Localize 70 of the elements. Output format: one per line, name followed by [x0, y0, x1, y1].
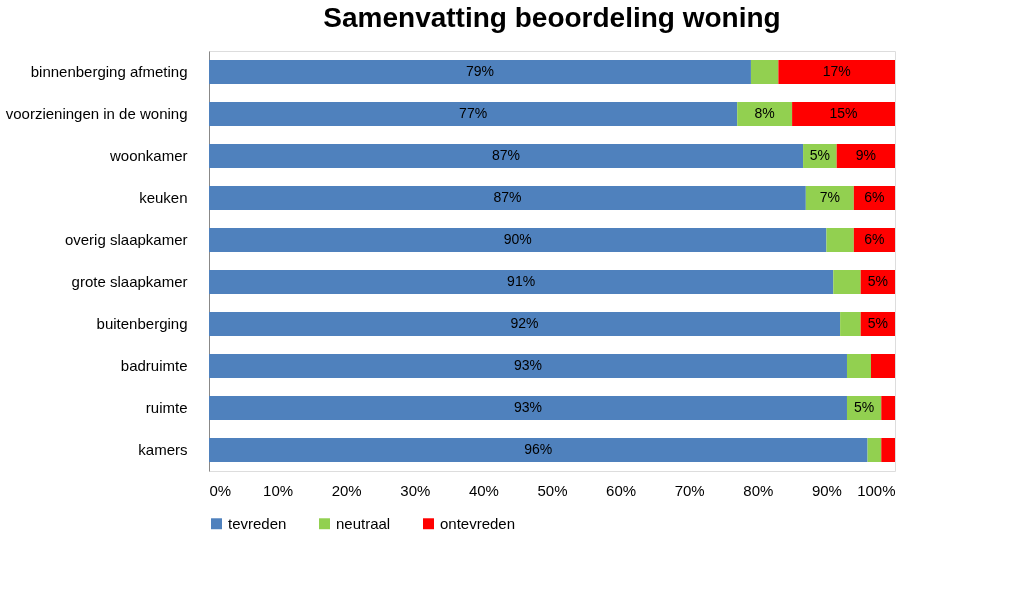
bar: [209, 60, 751, 84]
y-tick-label: buitenberging: [96, 315, 188, 332]
bar: [846, 354, 871, 378]
y-tick-label: grote slaapkamer: [71, 273, 188, 290]
data-label: 79%: [465, 63, 494, 79]
y-tick-label: badruimte: [120, 357, 188, 374]
x-tick-label: 50%: [537, 481, 568, 499]
bar: [209, 312, 841, 336]
data-label: 90%: [503, 231, 532, 247]
bar: [833, 270, 861, 294]
bar: [867, 438, 882, 462]
data-label: 77%: [459, 105, 488, 121]
data-label: 15%: [829, 105, 858, 121]
bar: [805, 186, 854, 210]
data-label: 93%: [513, 399, 543, 415]
data-label: 5%: [867, 315, 888, 331]
y-tick-label: ruimte: [145, 399, 188, 416]
bar: [870, 354, 895, 378]
chart-title: Samenvatting beoordeling woning: [323, 2, 781, 33]
bar: [209, 438, 868, 462]
data-label: 6%: [864, 231, 885, 247]
y-tick-label: binnenberging afmeting: [30, 63, 188, 80]
legend-label: neutraal: [336, 514, 391, 532]
bar: [881, 438, 895, 462]
x-tick-label: 100%: [857, 481, 896, 499]
bar: [209, 102, 738, 126]
data-label: 7%: [819, 189, 840, 205]
bar: [750, 60, 779, 84]
data-label: 5%: [809, 147, 830, 163]
data-label: 17%: [822, 63, 851, 79]
x-tick-label: 30%: [400, 481, 431, 499]
bar: [209, 270, 834, 294]
x-tick-label: 70%: [674, 481, 705, 499]
x-tick-label: 90%: [811, 481, 842, 499]
bar: [836, 144, 895, 168]
y-tick-label: kamers: [138, 441, 188, 458]
bar: [737, 102, 793, 126]
bar: [209, 228, 827, 252]
data-label: 96%: [524, 441, 553, 457]
bar: [209, 396, 847, 420]
bar: [826, 228, 854, 252]
bar: [209, 144, 804, 168]
legend-label: ontevreden: [440, 514, 516, 532]
data-label: 5%: [867, 273, 888, 289]
bar: [840, 312, 861, 336]
data-label: 9%: [855, 147, 876, 163]
y-tick-label: keuken: [139, 189, 188, 206]
data-label: 92%: [510, 315, 539, 331]
x-tick-label: 10%: [263, 481, 294, 499]
bar: [209, 186, 806, 210]
x-tick-label: 60%: [606, 481, 637, 499]
bar: [792, 102, 895, 126]
y-tick-label: overig slaapkamer: [64, 231, 188, 248]
bar: [778, 60, 895, 84]
data-label: 8%: [754, 105, 775, 121]
y-tick-label: voorzieningen in de woning: [5, 105, 188, 122]
data-label: 93%: [513, 357, 543, 373]
x-tick-label: 80%: [743, 481, 774, 499]
y-tick-label: woonkamer: [108, 147, 188, 164]
x-tick-label: 20%: [331, 481, 362, 499]
legend-label: tevreden: [228, 514, 287, 532]
data-label: 91%: [507, 273, 536, 289]
data-label: 87%: [493, 189, 522, 205]
x-tick-label: 0%: [209, 481, 232, 499]
data-label: 5%: [854, 399, 875, 415]
x-tick-label: 40%: [468, 481, 499, 499]
data-label: 87%: [492, 147, 521, 163]
bar: [881, 396, 895, 420]
data-label: 6%: [864, 189, 885, 205]
bar: [209, 354, 847, 378]
